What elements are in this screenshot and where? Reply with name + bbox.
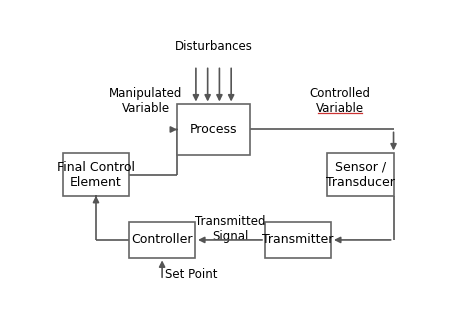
Text: Sensor /
Transducer: Sensor / Transducer	[326, 161, 395, 189]
Bar	[129, 222, 195, 258]
Text: Controlled
Variable: Controlled Variable	[310, 87, 371, 115]
Text: Set Point: Set Point	[165, 268, 218, 281]
Bar	[63, 153, 129, 196]
Text: Process: Process	[190, 123, 237, 136]
Text: Transmitted
Signal: Transmitted Signal	[195, 215, 265, 243]
Text: Transmitter: Transmitter	[262, 233, 334, 246]
Text: Final Control
Element: Final Control Element	[57, 161, 135, 189]
Text: Controller: Controller	[131, 233, 193, 246]
Bar	[177, 104, 250, 155]
Bar	[265, 222, 331, 258]
Bar	[328, 153, 393, 196]
Text: Manipulated
Variable: Manipulated Variable	[109, 87, 182, 115]
Text: Disturbances: Disturbances	[174, 40, 253, 53]
